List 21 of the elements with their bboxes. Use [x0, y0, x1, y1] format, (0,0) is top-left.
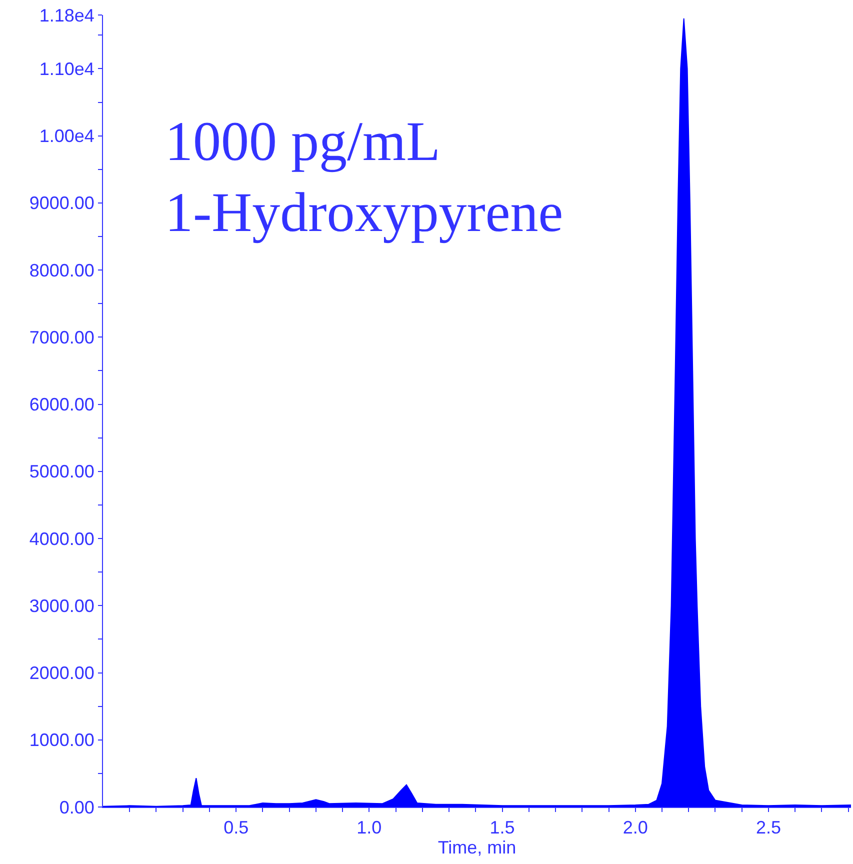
- x-tick-label: 2.5: [756, 818, 781, 838]
- y-tick-label: 5000.00: [29, 462, 94, 482]
- y-tick-label: 1.00e4: [39, 126, 94, 146]
- x-axis-title: Time, min: [438, 838, 516, 858]
- annotation: 1-Hydroxypyrene: [165, 182, 564, 244]
- x-tick-label: 2.0: [622, 818, 648, 838]
- y-tick-label: 9000.00: [29, 193, 94, 214]
- y-tick-label: 8000.00: [29, 260, 94, 280]
- y-tick-label: 1000.00: [29, 730, 94, 750]
- x-tick-label: 1.0: [356, 818, 382, 838]
- y-tick-label: 3000.00: [29, 596, 94, 616]
- y-tick-label: 0.00: [59, 797, 94, 818]
- y-tick-label: 7000.00: [29, 327, 94, 348]
- y-tick-label: 1.18e4: [39, 5, 94, 26]
- y-tick-label: 6000.00: [29, 394, 94, 415]
- y-tick-label: 2000.00: [29, 663, 94, 684]
- x-tick-label: 1.5: [490, 818, 515, 838]
- x-tick-label: 0.5: [224, 818, 249, 838]
- y-tick-label: 1.10e4: [39, 58, 94, 79]
- y-tick-label: 4000.00: [29, 528, 94, 549]
- annotation: 1000 pg/mL: [165, 111, 440, 173]
